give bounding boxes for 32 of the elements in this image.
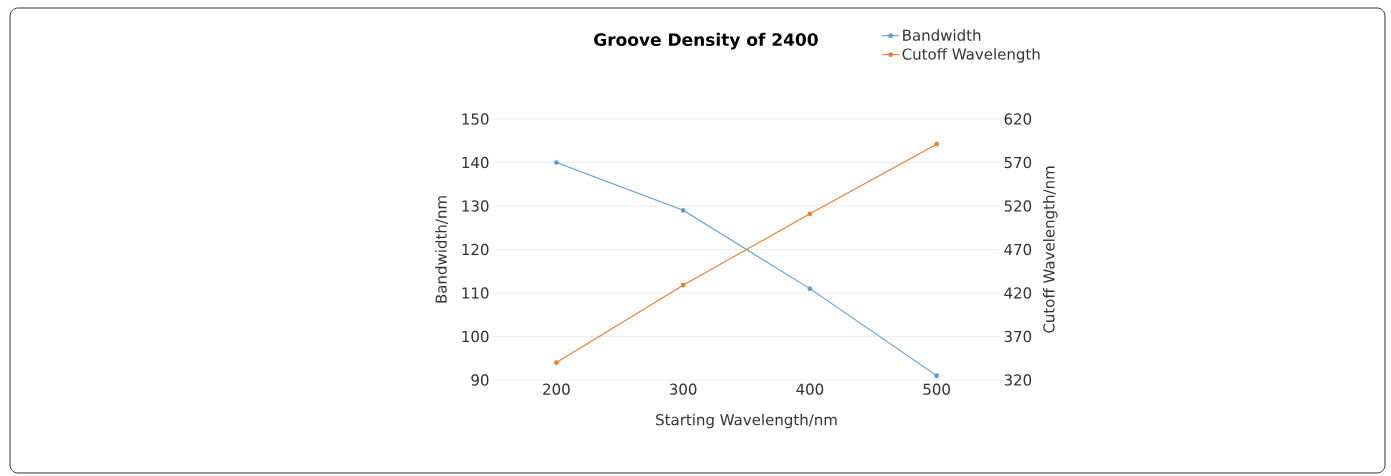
point (807, 286, 813, 291)
chart-title: Groove Density of 2400 (594, 32, 818, 50)
y-tick-label: 120 (462, 243, 489, 256)
point (554, 360, 559, 365)
point (934, 141, 939, 147)
x-tick-label: 400 (796, 383, 824, 395)
y2-tick-label: 520 (1004, 200, 1032, 212)
y2-tick-label: 320 (1004, 374, 1032, 386)
point (807, 211, 813, 217)
y-axis-title: Bandwidth/nm (435, 196, 448, 303)
x-axis-title: Starting Wavelength/nm (656, 413, 837, 429)
x-tick-label: 500 (923, 383, 950, 395)
y2-tick-label: 420 (1004, 287, 1032, 299)
point (934, 373, 939, 378)
point (680, 207, 686, 213)
y2-axis-title: Cutoff Wavelength/nm (1043, 166, 1058, 333)
point (554, 160, 559, 165)
y-tick-label: 130 (462, 200, 489, 212)
point (680, 282, 686, 288)
y2-tick-label: 570 (1004, 156, 1032, 169)
y-tick-label: 90 (471, 374, 489, 386)
x-tick-label: 200 (543, 383, 570, 395)
y2-tick-label: 470 (1004, 243, 1032, 256)
y2-tick-label: 370 (1004, 330, 1032, 343)
y2-tick-label: 620 (1004, 113, 1032, 125)
y-tick-label: 150 (462, 113, 489, 125)
x-tick-label: 300 (669, 383, 697, 395)
legend-label: Cutoff Wavelength (902, 48, 1040, 63)
legend-label: Bandwidth (903, 29, 981, 41)
y-tick-label: 100 (462, 330, 489, 343)
y-tick-label: 110 (462, 287, 489, 299)
y-tick-label: 140 (462, 156, 489, 169)
